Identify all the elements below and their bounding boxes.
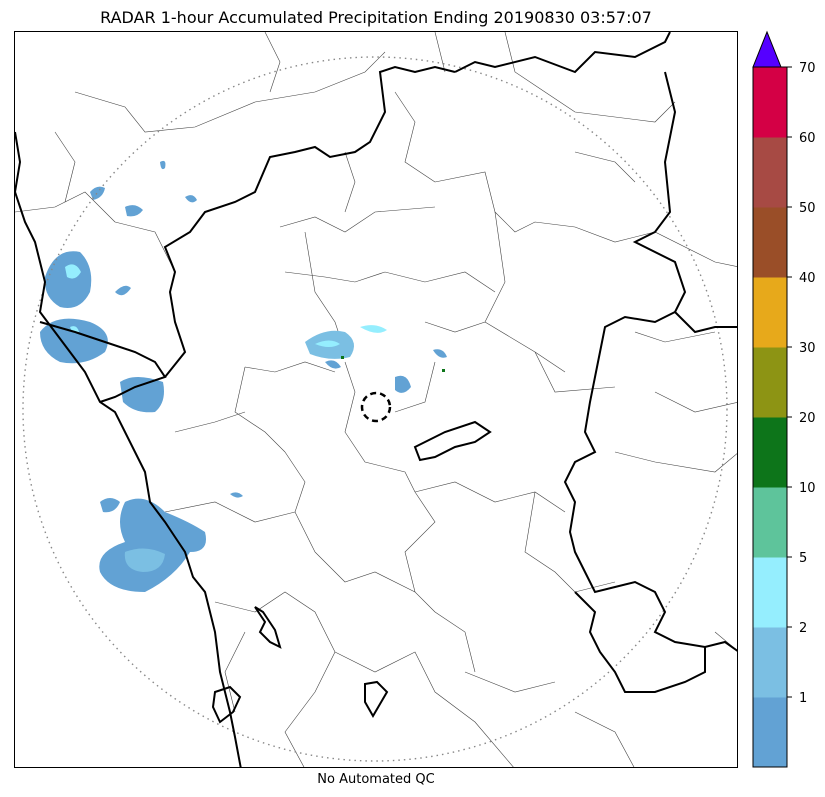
colorbar: 1 2 5 10 20 30 40 50 60 70: [752, 30, 825, 770]
range-ring: [22, 56, 728, 762]
colorbar-tick-label: 40: [799, 271, 816, 286]
map-canvas: [15, 32, 737, 767]
colorbar-tick-label: 20: [799, 411, 816, 426]
colorbar-bin: [753, 557, 787, 628]
colorbar-bins: [753, 67, 787, 768]
colorbar-extend-arrow: [752, 30, 782, 68]
qc-footnote: No Automated QC: [317, 772, 435, 787]
colorbar-bin: [753, 137, 787, 208]
colorbar-tick-label: 1: [799, 691, 807, 706]
colorbar-tick-label: 2: [799, 621, 807, 636]
colorbar-bin: [753, 207, 787, 278]
district-boundaries: [15, 32, 737, 767]
colorbar-bin: [753, 627, 787, 698]
map-title: RADAR 1-hour Accumulated Precipitation E…: [100, 8, 652, 27]
colorbar-tick-label: 50: [799, 201, 816, 216]
radar-map[interactable]: [14, 31, 738, 768]
colorbar-bin: [753, 697, 787, 768]
colorbar-bin: [753, 67, 787, 138]
colorbar-bin: [753, 487, 787, 558]
colorbar-tick-label: 5: [799, 551, 807, 566]
colorbar-bin: [753, 277, 787, 348]
colorbar-tick-label: 30: [799, 341, 816, 356]
state-borders: [15, 32, 737, 767]
colorbar-svg: 1 2 5 10 20 30 40 50 60 70: [752, 30, 816, 768]
colorbar-bin: [753, 347, 787, 418]
radar-site-marker: [360, 391, 392, 423]
colorbar-tick-label: 10: [799, 481, 816, 496]
colorbar-bin: [753, 417, 787, 488]
colorbar-tick-label: 70: [799, 61, 816, 76]
colorbar-tick-label: 60: [799, 131, 816, 146]
precipitation-echoes: [40, 160, 447, 592]
colorbar-ticks: 1 2 5 10 20 30 40 50 60 70: [787, 61, 816, 706]
